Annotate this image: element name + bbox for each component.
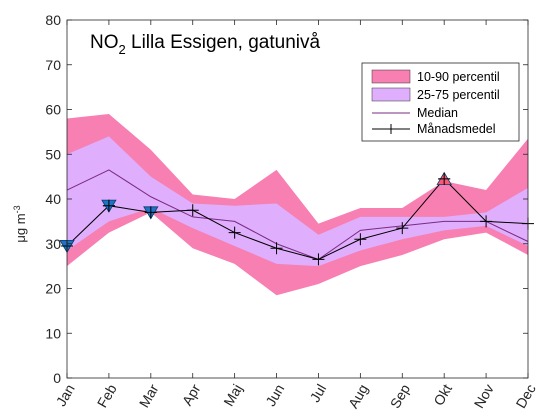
plus-marker-nov bbox=[480, 215, 493, 228]
xtick-label-sep: Sep bbox=[387, 381, 413, 411]
legend-swatch-25-75 bbox=[371, 87, 411, 102]
xtick-label-maj: Maj bbox=[220, 381, 245, 409]
ytick-label-40: 40 bbox=[45, 191, 61, 207]
line-m-nadsmedel bbox=[66, 178, 529, 260]
legend-plus-marker bbox=[386, 124, 396, 134]
line-median bbox=[66, 169, 529, 260]
percentile-bands bbox=[67, 113, 528, 296]
y-axis-label: μg m-3 bbox=[12, 205, 28, 242]
legend-label-10-90: 10-90 percentil bbox=[417, 70, 500, 84]
plus-marker-sep bbox=[396, 222, 409, 235]
xtick-label-jul: Jul bbox=[306, 381, 329, 405]
title-main: NO bbox=[90, 32, 119, 53]
axes bbox=[66, 19, 529, 379]
ylabel-mu: μ bbox=[13, 235, 28, 243]
xtick-label-mar: Mar bbox=[136, 381, 162, 410]
band-25-75-percentil bbox=[67, 136, 528, 267]
ylabel-exp: -3 bbox=[12, 205, 22, 213]
ytick-label-20: 20 bbox=[45, 281, 61, 297]
title-rest: Lilla Essigen, gatunivå bbox=[126, 32, 321, 53]
plus-marker-jun bbox=[270, 242, 283, 255]
plus-marker-jul bbox=[312, 253, 325, 266]
plus-marker-aug bbox=[354, 233, 367, 246]
plus-overlay-okt bbox=[438, 172, 451, 185]
ytick-label-60: 60 bbox=[45, 102, 61, 118]
legend-swatch-10-90 bbox=[371, 69, 411, 84]
legend-label-25-75: 25-75 percentil bbox=[417, 88, 500, 102]
series-markers bbox=[59, 171, 534, 266]
ylabel-unit: g m bbox=[13, 213, 28, 235]
title-sub: 2 bbox=[119, 42, 126, 57]
ytick-label-50: 50 bbox=[45, 146, 61, 162]
xtick-label-jun: Jun bbox=[262, 381, 287, 409]
legend-label-monthly-mean: Månadsmedel bbox=[417, 122, 496, 136]
xtick-label-aug: Aug bbox=[345, 381, 371, 411]
plus-overlay-mar bbox=[144, 206, 157, 219]
series-lines bbox=[66, 169, 529, 260]
chart-title: NO2 Lilla Essigen, gatunivå bbox=[90, 32, 321, 57]
legend: 10-90 percentil 25-75 percentil Median M… bbox=[361, 62, 520, 142]
plus-overlay-feb bbox=[102, 199, 115, 212]
band-10-90-percentil bbox=[67, 113, 528, 296]
ytick-label-0: 0 bbox=[53, 370, 61, 386]
xtick-label-feb: Feb bbox=[94, 381, 120, 410]
ytick-label-10: 10 bbox=[45, 325, 61, 341]
xtick-label-nov: Nov bbox=[471, 381, 497, 411]
plus-marker-apr bbox=[186, 204, 199, 217]
ytick-label-80: 80 bbox=[45, 12, 61, 28]
ytick-label-70: 70 bbox=[45, 57, 61, 73]
legend-label-median: Median bbox=[417, 106, 458, 120]
xtick-label-apr: Apr bbox=[179, 381, 204, 408]
plus-marker-maj bbox=[228, 226, 241, 239]
xtick-label-okt: Okt bbox=[430, 381, 455, 408]
ytick-label-30: 30 bbox=[45, 236, 61, 252]
xtick-label-dec: Dec bbox=[512, 381, 538, 411]
